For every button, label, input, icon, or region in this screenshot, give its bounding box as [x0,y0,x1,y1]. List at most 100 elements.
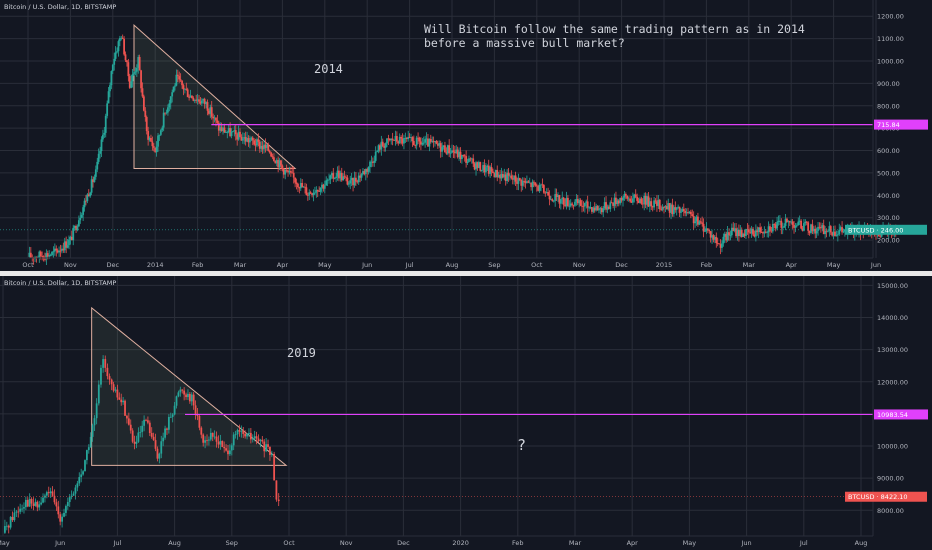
bottom-candle-body [198,416,201,428]
chart-2019-svg[interactable]: 8000.009000.0010000.0011000.0012000.0013… [0,276,932,550]
pane-separator[interactable] [0,271,932,276]
bottom-x-tick-label: Mar [569,539,582,547]
top-candle-body [441,147,444,152]
bottom-candle-body [72,493,75,496]
bottom-candle-body [265,444,268,452]
top-candle-body [650,201,653,207]
top-candle-body [256,139,258,146]
top-candle-body [605,202,607,210]
top-candle-body [555,194,558,197]
top-candle-body [448,145,451,154]
bottom-candle-body [277,499,280,502]
top-candle-body [268,150,271,153]
top-candle-body [287,170,289,173]
top-candle-body [103,132,106,135]
top-candle-body [86,194,89,202]
bottom-y-tick-label: 15000.00 [877,282,908,290]
top-candle-body [797,221,800,226]
top-candle-body [639,198,641,203]
top-candle-body [458,151,460,158]
bottom-candle-body [120,399,123,403]
top-candle-body [629,198,631,202]
bottom-candle-body [70,495,73,497]
top-candle-body [254,144,257,146]
top-candle-body [90,179,93,193]
bottom-candle-body [249,432,252,440]
top-candle-body [159,130,162,135]
top-candle-body [371,161,374,163]
top-candle-body [602,208,605,213]
top-candle-body [793,224,795,228]
top-candle-body [400,136,403,139]
bottom-candle-body [74,487,77,494]
bottom-candle-body [188,393,191,402]
top-candle-body [191,95,193,99]
bottom-candle-body [215,436,218,442]
top-candle-body [747,229,750,233]
top-candle-body [94,169,97,177]
chart-pane-2019[interactable]: 8000.009000.0010000.0011000.0012000.0013… [0,276,932,550]
bottom-candle-body [209,432,212,440]
top-candle-body [818,226,821,228]
top-candle-body [572,204,575,206]
top-candle-body [270,152,272,157]
top-candle-body [677,206,680,208]
bottom-candle-body [61,516,64,522]
top-candle-body [521,180,524,186]
top-candle-body [839,227,842,230]
top-candle-body [517,178,520,184]
top-candle-body [55,248,58,251]
top-candle-body [316,190,319,192]
top-resistance-tag-label: 715.84 [877,121,900,129]
top-candle-body [144,110,147,117]
top-candle-body [253,140,256,145]
top-candle-body [571,203,574,205]
top-candle-body [425,138,428,140]
bottom-y-tick-label: 9000.00 [877,475,904,483]
top-candle-body [834,231,836,237]
top-candle-body [404,138,407,139]
top-last-price-tag [845,224,927,235]
top-candle-body [352,177,354,186]
bottom-x-tick-label: Jun [741,539,752,547]
bottom-y-tick-label: 8000.00 [877,507,904,515]
top-candle-body [791,221,794,225]
top-candle-body [497,174,500,178]
top-candle-body [199,101,202,104]
top-candle-body [647,196,650,207]
top-candle-body [568,205,571,207]
top-candle-body [104,115,107,133]
top-candle-body [681,209,684,212]
bottom-candle-body [246,434,248,437]
top-candle-body [215,117,217,121]
top-x-tick-label: Oct [22,261,34,269]
top-candle-body [444,145,446,153]
top-candle-body [158,134,161,136]
top-candle-body [213,117,216,119]
top-x-tick-label: Apr [277,261,289,269]
top-candle-body [489,167,492,174]
top-candle-body [147,131,150,140]
chart-2014-svg[interactable]: 200.00300.00400.00500.00600.00700.00800.… [0,0,932,271]
top-candle-body [831,232,834,236]
top-candle-body [469,158,472,160]
top-candle-body [28,252,31,257]
top-candle-body [76,226,79,231]
bottom-candle-body [234,434,237,436]
bottom-last-price-tag-label: BTCUSD · 8422.10 [848,493,908,501]
top-candle-body [181,80,183,86]
chart-pane-2014[interactable]: 200.00300.00400.00500.00600.00700.00800.… [0,0,932,271]
top-candle-body [699,221,702,223]
top-triangle-pattern [133,24,297,169]
bottom-candle-body [158,453,161,459]
bottom-candle-body [204,440,207,443]
bottom-candle-body [112,384,115,391]
top-candle-body [627,198,630,200]
top-x-tick-label: Jun [870,261,881,269]
top-candle-body [759,227,762,233]
top-candle-body [109,85,111,92]
bottom-candle-body [87,447,90,451]
top-candle-body [131,74,134,82]
bottom-x-tick-label: Nov [340,539,353,547]
bottom-candle-body [106,367,109,377]
